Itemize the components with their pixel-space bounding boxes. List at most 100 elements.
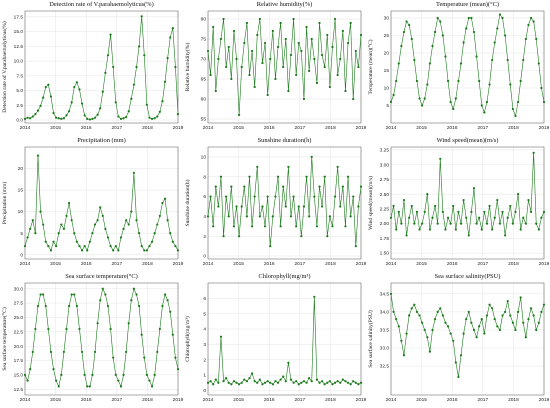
plot-frame bbox=[207, 10, 362, 124]
data-point bbox=[83, 114, 86, 117]
data-point bbox=[169, 310, 172, 313]
data-point bbox=[516, 100, 520, 104]
data-point bbox=[238, 383, 241, 386]
data-point bbox=[357, 65, 360, 69]
chart-title: Temperature (mean)(°C) bbox=[436, 1, 499, 8]
data-point bbox=[331, 225, 334, 228]
data-point bbox=[109, 244, 112, 248]
data-point bbox=[357, 383, 360, 386]
data-point bbox=[138, 45, 141, 48]
y-tick-label: 6 bbox=[203, 296, 206, 302]
data-point bbox=[117, 379, 120, 382]
data-point bbox=[344, 89, 347, 93]
data-point bbox=[248, 377, 251, 380]
data-point bbox=[535, 37, 538, 41]
data-point bbox=[509, 314, 512, 317]
data-point bbox=[276, 45, 280, 49]
data-point bbox=[253, 85, 256, 89]
data-point bbox=[509, 204, 512, 208]
data-point bbox=[42, 96, 45, 99]
data-point bbox=[253, 380, 256, 383]
data-point bbox=[297, 41, 300, 45]
data-point bbox=[397, 62, 400, 65]
y-axis-label: Precipitation (mm) bbox=[1, 182, 8, 225]
data-point bbox=[282, 375, 285, 378]
data-point bbox=[354, 49, 357, 53]
x-tick-label: 2016 bbox=[81, 397, 92, 403]
data-point bbox=[119, 385, 123, 388]
data-point bbox=[232, 29, 236, 33]
data-point bbox=[65, 214, 68, 218]
x-tick-label: 2018 bbox=[325, 125, 336, 131]
x-tick-label: 2017 bbox=[111, 261, 122, 267]
series-line bbox=[207, 296, 362, 385]
y-tick-label: 0 bbox=[203, 254, 206, 260]
plot-frame bbox=[390, 146, 545, 260]
data-point bbox=[135, 293, 138, 296]
data-point bbox=[143, 249, 146, 252]
chart-svg-wind-speed: Wind speed(mean)(m/s) Wind speed(mean)(m/… bbox=[367, 137, 550, 267]
data-point bbox=[156, 115, 159, 118]
data-point bbox=[217, 205, 220, 208]
data-point bbox=[266, 93, 269, 97]
data-point bbox=[250, 372, 254, 375]
data-point bbox=[26, 236, 29, 239]
data-point bbox=[67, 304, 71, 308]
data-point bbox=[148, 116, 151, 119]
y-tick-label: 0.0 bbox=[16, 118, 23, 124]
data-point bbox=[80, 350, 84, 354]
data-point bbox=[227, 381, 230, 384]
x-tick-label: 2019 bbox=[539, 397, 550, 403]
data-point bbox=[52, 368, 55, 371]
data-point bbox=[514, 328, 517, 332]
data-point bbox=[148, 244, 151, 248]
data-point bbox=[112, 65, 115, 69]
data-point bbox=[326, 235, 329, 238]
data-point bbox=[161, 304, 164, 308]
data-point bbox=[140, 244, 143, 248]
x-tick-label: 2014 bbox=[203, 261, 214, 267]
x-tick-label: 2016 bbox=[447, 125, 458, 131]
x-tick-label: 2015 bbox=[416, 125, 427, 131]
x-tick-label: 2018 bbox=[142, 261, 153, 267]
data-point bbox=[359, 185, 363, 188]
x-tick-label: 2019 bbox=[356, 397, 367, 403]
data-point bbox=[459, 62, 463, 65]
data-point bbox=[349, 21, 352, 25]
data-point bbox=[292, 17, 295, 21]
data-point bbox=[174, 244, 177, 248]
x-tick-label: 2017 bbox=[477, 261, 488, 267]
data-point bbox=[305, 175, 308, 178]
data-point bbox=[44, 304, 47, 308]
data-point bbox=[300, 235, 303, 238]
data-point bbox=[256, 381, 259, 384]
data-point bbox=[501, 210, 504, 213]
data-point bbox=[297, 205, 300, 208]
data-point bbox=[459, 354, 463, 357]
y-tick-label: 25 bbox=[384, 33, 390, 39]
y-tick-label: 15.0 bbox=[14, 29, 24, 35]
y-tick-label: 15 bbox=[384, 68, 390, 74]
data-point bbox=[402, 354, 406, 357]
data-point bbox=[459, 222, 463, 225]
data-point bbox=[488, 303, 491, 306]
x-tick-label: 2015 bbox=[50, 125, 61, 131]
data-point bbox=[101, 90, 104, 93]
data-point bbox=[333, 17, 337, 21]
data-point bbox=[132, 287, 136, 290]
data-point bbox=[491, 228, 494, 231]
data-point bbox=[408, 216, 411, 219]
data-point bbox=[44, 240, 47, 243]
data-point bbox=[112, 249, 115, 252]
data-point bbox=[39, 210, 42, 213]
data-point bbox=[449, 222, 452, 225]
data-point bbox=[333, 381, 337, 384]
y-tick-label: 12.5 bbox=[14, 387, 24, 393]
x-tick-label: 2014 bbox=[20, 125, 31, 131]
data-point bbox=[428, 62, 431, 65]
data-point bbox=[169, 232, 172, 235]
data-point bbox=[166, 219, 169, 222]
data-point bbox=[86, 385, 89, 388]
data-point bbox=[305, 25, 308, 29]
data-point bbox=[256, 33, 259, 37]
